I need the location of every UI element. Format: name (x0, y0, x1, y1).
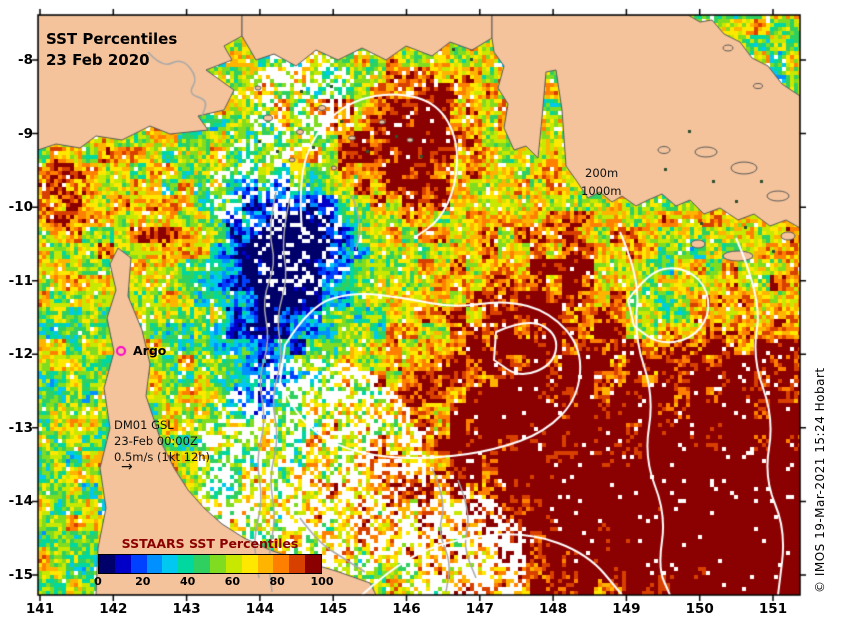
colorbar-segment (289, 555, 306, 573)
drifter-velocity-arrow-icon: → (121, 459, 133, 475)
drifter-id-label: DM01 GSL (114, 418, 174, 432)
x-tick-label-150: 150 (685, 601, 714, 617)
colorbar-gradient (98, 554, 322, 574)
colorbar-segment (130, 555, 147, 573)
x-tick-label-147: 147 (465, 601, 494, 617)
colorbar-segment (146, 555, 163, 573)
x-tick-label-151: 151 (758, 601, 788, 617)
drifter-info-block: DM01 GSL 23-Feb 00:00Z 0.5m/s (1kt 12h) (114, 417, 210, 465)
colorbar-segment (178, 555, 195, 573)
argo-float-label: Argo (133, 343, 167, 358)
x-tick-label-143: 143 (172, 601, 201, 617)
drifter-time-label: 23-Feb 00:00Z (114, 434, 198, 448)
y-tick-label--14: -14 (8, 493, 33, 510)
colorbar-tick-20: 20 (135, 575, 151, 588)
y-tick-label--13: -13 (8, 419, 33, 436)
colorbar-segment (241, 555, 258, 573)
colorbar-segment (114, 555, 131, 573)
colorbar-segment (210, 555, 226, 573)
y-tick-label--8: -8 (18, 52, 33, 68)
x-tick-label-145: 145 (319, 601, 348, 617)
x-tick-label-144: 144 (245, 601, 274, 617)
x-tick-label-149: 149 (612, 601, 641, 617)
bathymetry-label-200m: 200m (585, 166, 619, 180)
x-tick-label-148: 148 (539, 601, 568, 617)
colorbar-segment (99, 555, 115, 573)
y-tick-label--15: -15 (8, 566, 33, 583)
colorbar-tick-0: 0 (94, 575, 102, 588)
y-tick-label--10: -10 (8, 199, 33, 216)
colorbar-segment (273, 555, 290, 573)
colorbar: SSTAARS SST Percentiles 0 20 40 60 80 100 (94, 536, 333, 589)
map-title: SST Percentiles 23 Feb 2020 (46, 29, 177, 71)
colorbar-segment (162, 555, 179, 573)
colorbar-tick-labels: 0 20 40 60 80 100 (94, 575, 333, 589)
x-tick-label-141: 141 (25, 601, 55, 617)
colorbar-segment (225, 555, 242, 573)
x-tick-label-146: 146 (392, 601, 421, 617)
y-tick-label--9: -9 (18, 125, 33, 142)
map-title-line1: SST Percentiles (46, 30, 178, 48)
colorbar-tick-60: 60 (224, 575, 241, 588)
drifter-speed-label: 0.5m/s (1kt 12h) (114, 450, 211, 464)
colorbar-segment (194, 555, 211, 573)
colorbar-tick-80: 80 (269, 575, 285, 588)
colorbar-title: SSTAARS SST Percentiles (121, 536, 299, 551)
colorbar-segment (257, 555, 274, 573)
x-tick-label-142: 142 (99, 601, 128, 617)
colorbar-segment (305, 555, 322, 573)
bathymetry-label-1000m: 1000m (581, 184, 622, 198)
colorbar-tick-40: 40 (179, 575, 196, 588)
y-tick-label--11: -11 (8, 272, 33, 289)
colorbar-tick-100: 100 (310, 575, 334, 588)
map-title-line2: 23 Feb 2020 (46, 51, 150, 69)
y-tick-label--12: -12 (8, 346, 33, 363)
credit-text: © IMOS 19-Mar-2021 15:24 Hobart (813, 367, 827, 593)
